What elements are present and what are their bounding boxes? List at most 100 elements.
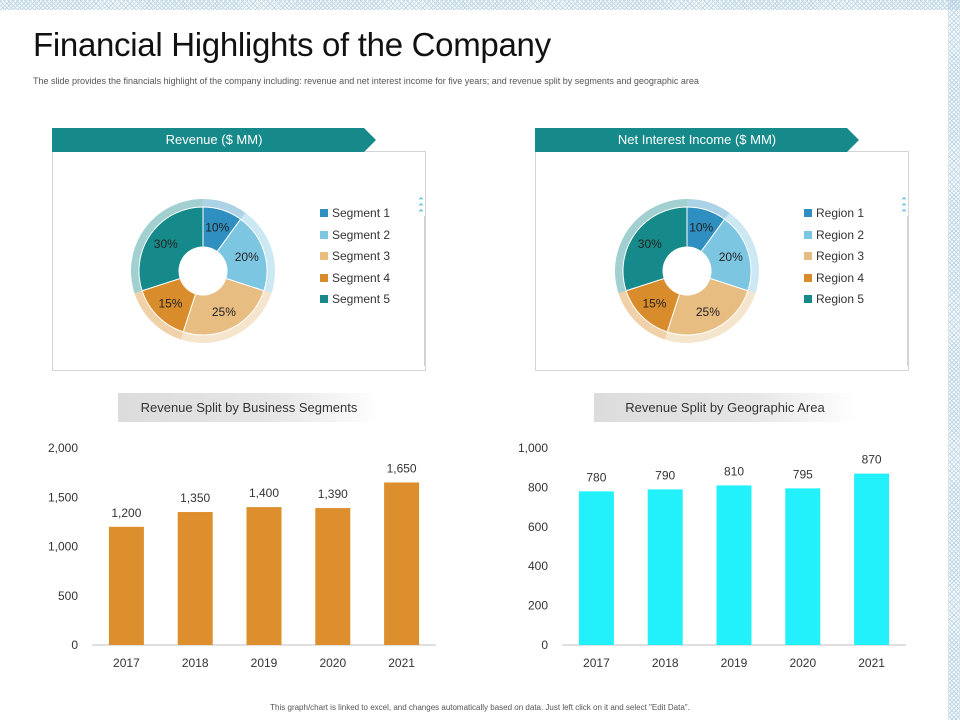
legend-swatch	[804, 273, 812, 282]
legend-label: Segment 2	[332, 227, 391, 242]
legend-label: Segment 1	[332, 206, 391, 220]
nii-pie-card	[535, 151, 909, 371]
y-tick-label: 800	[528, 480, 548, 494]
y-tick-label: 500	[58, 589, 78, 603]
scroll-divider	[424, 216, 425, 366]
pie-data-label: 30%	[638, 237, 662, 251]
y-tick-label: 0	[71, 638, 78, 652]
revenue-pie-banner: Revenue ($ MM)	[52, 128, 376, 152]
bar[interactable]	[578, 491, 614, 645]
decorative-border-right	[948, 0, 960, 720]
x-tick-label: 2020	[789, 656, 816, 670]
x-tick-label: 2018	[182, 656, 209, 670]
y-tick-label: 600	[528, 520, 548, 534]
bar-data-label: 1,650	[387, 461, 417, 475]
legend-label: Region 4	[816, 270, 865, 285]
legend-item: Segment 1	[320, 206, 390, 228]
legend-swatch	[320, 209, 328, 217]
pie-data-label: 15%	[158, 297, 182, 311]
pie-slice[interactable]	[216, 218, 268, 292]
bar[interactable]	[246, 507, 282, 645]
bar[interactable]	[716, 485, 752, 645]
legend-swatch	[320, 230, 328, 239]
pie-slice[interactable]	[622, 206, 688, 292]
legend-swatch	[804, 230, 812, 239]
bar[interactable]	[384, 482, 420, 645]
legend-label: Segment 3	[332, 249, 391, 264]
bar-data-label: 1,400	[249, 486, 279, 500]
y-tick-label: 1,000	[48, 540, 78, 554]
geo-bar-chart[interactable]: 0 200 400 600 800 1,000 780 2017 790 2018 810 2019 7…	[500, 430, 920, 680]
footer-note: This graph/chart is linked to excel, and…	[270, 703, 690, 712]
segments-bar-chart[interactable]: 0 500 1,000 1,500 2,000 1,200 2017 1,350 2018 1,4…	[30, 430, 450, 680]
revenue-pie-legend: Segment 1 Segment 2 Segment 3 Segment 4 Segm…	[320, 206, 390, 314]
x-tick-label: 2017	[113, 656, 140, 670]
legend-swatch	[320, 295, 328, 304]
legend-label: Region 5	[816, 292, 865, 307]
x-tick-label: 2021	[388, 656, 415, 670]
pie-data-label: 10%	[205, 220, 229, 234]
bar[interactable]	[177, 512, 213, 645]
x-tick-label: 2021	[858, 656, 885, 670]
bar-data-label: 795	[793, 467, 813, 481]
legend-swatch	[320, 273, 328, 282]
segments-bar-header: Revenue Split by Business Segments	[118, 393, 380, 422]
nii-pie-legend: Region 1 Region 2 Region 3 Region 4 Region 5	[804, 206, 864, 314]
nii-pie-chart[interactable]: 10% 20% 25% 15% 30%	[607, 192, 767, 352]
y-tick-label: 2,000	[48, 441, 78, 455]
legend-label: Region 3	[816, 249, 865, 264]
pie-slice[interactable]	[138, 206, 204, 292]
y-tick-label: 0	[541, 638, 548, 652]
legend-item: Segment 3	[320, 249, 390, 271]
bar[interactable]	[854, 473, 890, 645]
pie-slice[interactable]	[666, 277, 749, 336]
pie-data-label: 25%	[696, 305, 720, 319]
bar-data-label: 1,350	[180, 491, 210, 505]
pie-data-label: 30%	[154, 237, 178, 251]
legend-swatch	[320, 252, 328, 261]
legend-item: Segment 4	[320, 271, 390, 293]
bar-data-label: 1,390	[318, 487, 348, 501]
pie-data-label: 10%	[689, 220, 713, 234]
y-tick-label: 400	[528, 559, 548, 573]
x-tick-label: 2020	[319, 656, 346, 670]
legend-item: Region 3	[804, 249, 864, 271]
pie-data-label: 25%	[212, 305, 236, 319]
legend-item: Segment 5	[320, 292, 390, 314]
bar-data-label: 810	[724, 464, 744, 478]
decorative-border-top	[0, 0, 960, 10]
page-subtitle: The slide provides the financials highli…	[33, 76, 699, 86]
geo-bar-header: Revenue Split by Geographic Area	[594, 393, 856, 422]
nii-pie-banner: Net Interest Income ($ MM)	[535, 128, 859, 152]
page-title: Financial Highlights of the Company	[33, 26, 551, 63]
pie-data-label: 15%	[642, 297, 666, 311]
legend-swatch	[804, 252, 812, 261]
scroll-divider	[907, 216, 908, 366]
pie-slice[interactable]	[700, 218, 752, 292]
pie-slice[interactable]	[182, 277, 265, 336]
legend-item: Region 1	[804, 206, 864, 228]
legend-item: Segment 2	[320, 228, 390, 250]
bar-data-label: 790	[655, 468, 675, 482]
bar-data-label: 1,200	[111, 506, 141, 520]
legend-item: Region 5	[804, 292, 864, 314]
y-tick-label: 1,500	[48, 490, 78, 504]
revenue-pie-chart[interactable]: 10% 20% 25% 15% 30%	[123, 192, 283, 352]
bar-data-label: 870	[862, 453, 882, 467]
legend-item: Region 2	[804, 228, 864, 250]
x-tick-label: 2019	[721, 656, 748, 670]
bar[interactable]	[785, 488, 821, 645]
x-tick-label: 2018	[652, 656, 679, 670]
bar[interactable]	[647, 489, 683, 645]
legend-label: Segment 5	[332, 292, 391, 307]
pie-data-label: 20%	[719, 250, 743, 264]
bar[interactable]	[315, 508, 351, 645]
pie-data-label: 20%	[235, 250, 259, 264]
y-tick-label: 200	[528, 599, 548, 613]
bar[interactable]	[108, 526, 144, 645]
x-tick-label: 2019	[251, 656, 278, 670]
legend-label: Region 2	[816, 227, 865, 242]
legend-item: Region 4	[804, 271, 864, 293]
